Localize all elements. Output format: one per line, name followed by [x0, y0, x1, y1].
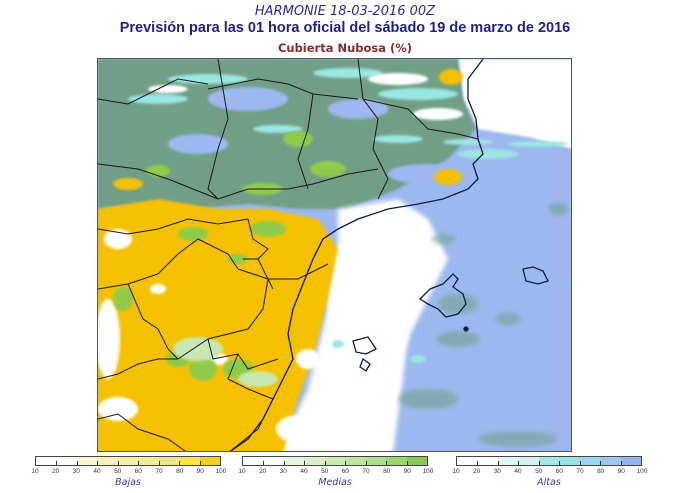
tick-label: 60: [134, 468, 142, 475]
tick-label: 70: [155, 468, 163, 475]
tick-label: 70: [362, 468, 370, 475]
colorbar-segment: [324, 457, 346, 465]
tick-label: 20: [259, 468, 267, 475]
colorbar-segment: [477, 457, 498, 465]
colorbar-segment: [538, 457, 560, 465]
colorbar-segment: [457, 457, 478, 465]
tick-label: 80: [176, 468, 184, 475]
colorbar-high-label: Altas: [537, 477, 561, 488]
colorbar-segment: [179, 457, 200, 465]
colorbar-segment: [76, 457, 98, 465]
cabrera-outline: [463, 326, 469, 332]
colorbar-segment: [283, 457, 305, 465]
coastline: [229, 59, 484, 451]
colorbar-segment: [56, 457, 77, 465]
tick-label: 30: [279, 468, 287, 475]
tick-label: 100: [636, 468, 648, 475]
colorbar-segment: [263, 457, 284, 465]
colorbar-segment: [406, 457, 427, 465]
colorbar-high-clouds: [456, 456, 642, 466]
colorbar-segment: [199, 457, 220, 465]
tick-label: 80: [383, 468, 391, 475]
colorbar-segment: [579, 457, 601, 465]
colorbar-segment: [497, 457, 519, 465]
regional-borders: [98, 59, 479, 451]
colorbar-segment: [138, 457, 159, 465]
menorca-outline: [522, 266, 549, 285]
tick-label: 100: [215, 468, 227, 475]
tick-label: 10: [31, 468, 39, 475]
colorbar-medium-label: Medias: [318, 477, 352, 488]
tick-label: 90: [196, 468, 204, 475]
tick-label: 40: [514, 468, 522, 475]
tick-label: 80: [597, 468, 605, 475]
colorbar-segment: [117, 457, 139, 465]
tick-label: 10: [452, 468, 460, 475]
tick-label: 10: [238, 468, 246, 475]
colorbar-medium-clouds: [242, 456, 428, 466]
colorbar-medium-ticks: 10 20 30 40 50 60 70 80 90 100: [238, 468, 442, 478]
colorbar-segment: [365, 457, 387, 465]
tick-label: 90: [617, 468, 625, 475]
colorbar-high-ticks: 10 20 30 40 50 60 70 80 90 100: [452, 468, 656, 478]
formentera-outline: [359, 357, 371, 372]
tick-label: 50: [321, 468, 329, 475]
tick-label: 20: [473, 468, 481, 475]
tick-label: 30: [72, 468, 80, 475]
colorbar-segment: [518, 457, 539, 465]
tick-label: 60: [555, 468, 563, 475]
tick-label: 70: [576, 468, 584, 475]
variable-subtitle: Cubierta Nubosa (%): [277, 41, 413, 55]
colorbar-low-ticks: 10 20 30 40 50 60 70 80 90 100: [31, 468, 235, 478]
ibiza-outline: [352, 336, 377, 355]
tick-label: 60: [341, 468, 349, 475]
colorbar-segment: [36, 457, 57, 465]
tick-label: 100: [422, 468, 434, 475]
balearic-islands: [352, 266, 549, 372]
colorbar-segment: [600, 457, 621, 465]
colorbar-segment: [97, 457, 118, 465]
mallorca-outline: [418, 273, 467, 318]
tick-label: 20: [52, 468, 60, 475]
colorbar-segment: [243, 457, 264, 465]
colorbar-low-label: Bajas: [115, 477, 141, 488]
colorbar-segment: [559, 457, 580, 465]
tick-label: 90: [403, 468, 411, 475]
tick-label: 40: [93, 468, 101, 475]
tick-label: 50: [535, 468, 543, 475]
cloud-cover-map: [97, 58, 572, 452]
tick-label: 50: [114, 468, 122, 475]
forecast-title: Previsión para las 01 hora oficial del s…: [119, 20, 571, 36]
colorbar-segment: [158, 457, 180, 465]
colorbar-segment: [386, 457, 407, 465]
model-run-label: HARMONIE 18-03-2016 00Z: [254, 4, 436, 19]
colorbar-segment: [304, 457, 325, 465]
map-canvas: [98, 59, 571, 451]
tick-label: 30: [493, 468, 501, 475]
colorbar-low-clouds: [35, 456, 221, 466]
tick-label: 40: [300, 468, 308, 475]
colorbar-segment: [345, 457, 366, 465]
colorbar-segment: [620, 457, 641, 465]
